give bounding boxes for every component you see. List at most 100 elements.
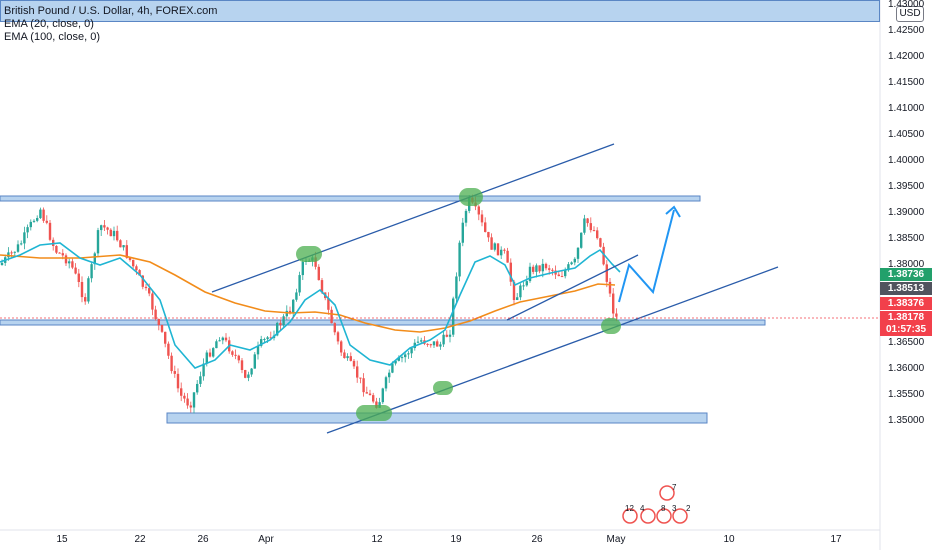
candle-body xyxy=(74,267,77,274)
candle-body xyxy=(151,293,154,310)
candle-body xyxy=(445,334,448,337)
candle-body xyxy=(455,276,458,299)
highlight-markers xyxy=(296,188,621,421)
candle-body xyxy=(394,360,397,364)
candle-body xyxy=(109,229,112,237)
svg-text:7: 7 xyxy=(672,483,677,492)
highlight-marker xyxy=(356,405,392,421)
time-tick: Apr xyxy=(258,534,274,545)
candle-body xyxy=(368,393,372,396)
price-tick: 1.38000 xyxy=(888,259,925,270)
candle-body xyxy=(122,245,125,248)
projection-arrowhead xyxy=(665,205,681,218)
candle-body xyxy=(7,252,10,258)
candle-body xyxy=(135,266,138,271)
candle-body xyxy=(397,357,400,361)
candle-body xyxy=(253,354,256,369)
candle-body xyxy=(64,255,68,264)
candle-body xyxy=(0,262,4,265)
candle-body xyxy=(442,334,445,345)
candle-body xyxy=(55,245,58,253)
candle-body xyxy=(503,249,506,251)
candle-body xyxy=(244,370,247,378)
channel-upper-line xyxy=(211,143,615,293)
candle-body xyxy=(26,227,29,233)
support-zone xyxy=(166,412,708,424)
candle-body xyxy=(183,395,186,399)
candle-body xyxy=(154,309,157,319)
svg-text:8: 8 xyxy=(661,504,666,513)
candle-body xyxy=(250,368,253,375)
candle-body xyxy=(138,270,141,276)
candle-body xyxy=(170,355,173,372)
candle-body xyxy=(410,348,413,354)
candle-body xyxy=(356,366,359,378)
candle-body xyxy=(292,299,295,313)
candle-body xyxy=(586,218,589,224)
candle-body xyxy=(564,270,567,277)
candle-body xyxy=(29,221,32,228)
candle-body xyxy=(288,310,292,313)
candle-body xyxy=(416,341,420,343)
candle-body xyxy=(384,377,388,389)
highlight-marker xyxy=(459,188,483,206)
candle-body xyxy=(615,313,618,317)
candle-body xyxy=(93,253,96,265)
candle-body xyxy=(314,257,317,267)
candle-body xyxy=(231,351,234,355)
candle-body xyxy=(36,218,39,221)
candle-body xyxy=(301,261,304,276)
candle-body xyxy=(570,262,573,265)
candle-body xyxy=(256,345,260,355)
candle-body xyxy=(464,210,468,223)
candle-body xyxy=(186,398,189,406)
candle-body xyxy=(432,341,436,346)
candle-body xyxy=(458,242,461,277)
candle-body xyxy=(112,230,116,237)
candle-body xyxy=(548,268,551,270)
price-tick: 1.35000 xyxy=(888,415,925,426)
candle-body xyxy=(327,298,330,310)
event-markers[interactable]: 12 4 8 3 2 7 xyxy=(622,483,691,524)
candle-body xyxy=(234,354,237,356)
candle-body xyxy=(263,339,266,341)
candle-body xyxy=(61,253,64,256)
time-tick: 19 xyxy=(450,534,462,545)
candle-body xyxy=(260,339,263,346)
ema-20-line xyxy=(0,242,621,369)
time-tick: 10 xyxy=(723,534,735,545)
candle-body xyxy=(180,388,183,396)
price-tick: 1.39000 xyxy=(888,207,925,218)
ema-100-legend[interactable]: EMA (100, close, 0) xyxy=(4,31,100,43)
candle-body xyxy=(196,383,199,393)
candle-body xyxy=(39,209,42,219)
candle-body xyxy=(330,309,333,324)
candle-body xyxy=(400,357,404,359)
ema-100-line xyxy=(0,254,616,333)
candle-body xyxy=(522,285,525,287)
candle-body xyxy=(279,322,282,326)
price-tick: 1.39500 xyxy=(888,181,925,192)
candle-body xyxy=(490,237,493,250)
candle-body xyxy=(605,264,608,282)
candle-body xyxy=(560,276,564,278)
candle-body xyxy=(266,337,269,340)
candle-body xyxy=(96,230,100,254)
candle-body xyxy=(58,252,61,254)
candle-body xyxy=(404,354,407,358)
candle-body xyxy=(583,218,586,233)
price-tick: 1.43000 xyxy=(888,0,925,10)
highlight-marker xyxy=(601,318,621,334)
candle-body xyxy=(48,222,52,240)
price-label: 1.38736 xyxy=(880,268,932,281)
candle-body xyxy=(372,395,375,402)
candle-body xyxy=(506,250,509,263)
ema-20-legend[interactable]: EMA (20, close, 0) xyxy=(4,18,94,30)
svg-text:2: 2 xyxy=(686,504,691,513)
candle-body xyxy=(116,230,119,241)
candle-body xyxy=(87,278,90,302)
header-bar xyxy=(0,0,880,22)
currency-badge[interactable]: USD xyxy=(896,6,924,22)
candle-body xyxy=(602,246,605,265)
